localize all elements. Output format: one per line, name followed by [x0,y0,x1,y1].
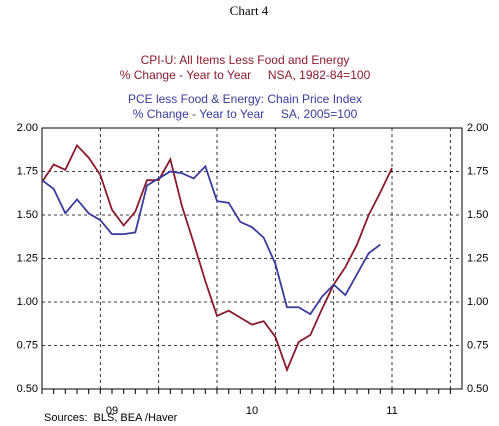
y2-tick-label: 1.50 [467,209,488,221]
y2-tick-label: 2.00 [467,122,488,134]
y-tick-label: 2.00 [17,122,38,134]
y-tick-label: 0.50 [17,383,38,395]
legend-label: PCE less Food & Energy: Chain Price Inde… [128,92,362,106]
y-tick-label: 1.25 [17,252,38,264]
y-tick-label: 1.50 [17,209,38,221]
y2-tick-label: 0.75 [467,339,488,351]
legend-description: % Change - Year to Year NSA, 1982-84=100 [120,68,371,82]
x-tick-label: 09 [106,405,118,417]
y2-tick-label: 1.75 [467,165,488,177]
series-line [41,143,393,373]
y-tick-label: 1.75 [17,165,38,177]
legend-label: CPI-U: All Items Less Food and Energy [141,53,350,67]
y-tick-label: 1.00 [17,296,38,308]
x-tick-label: 10 [246,405,258,417]
y2-tick-label: 0.50 [467,383,488,395]
legend-description: % Change - Year to Year SA, 2005=100 [133,107,358,121]
x-tick-label: 11 [386,405,397,417]
y-tick-label: 0.75 [17,339,38,351]
y2-tick-label: 1.00 [467,296,488,308]
series-line [41,164,381,316]
chart-title: Chart 4 [230,3,269,18]
y2-tick-label: 1.25 [467,252,488,264]
source-note: Sources: BLS, BEA /Haver [44,412,178,424]
